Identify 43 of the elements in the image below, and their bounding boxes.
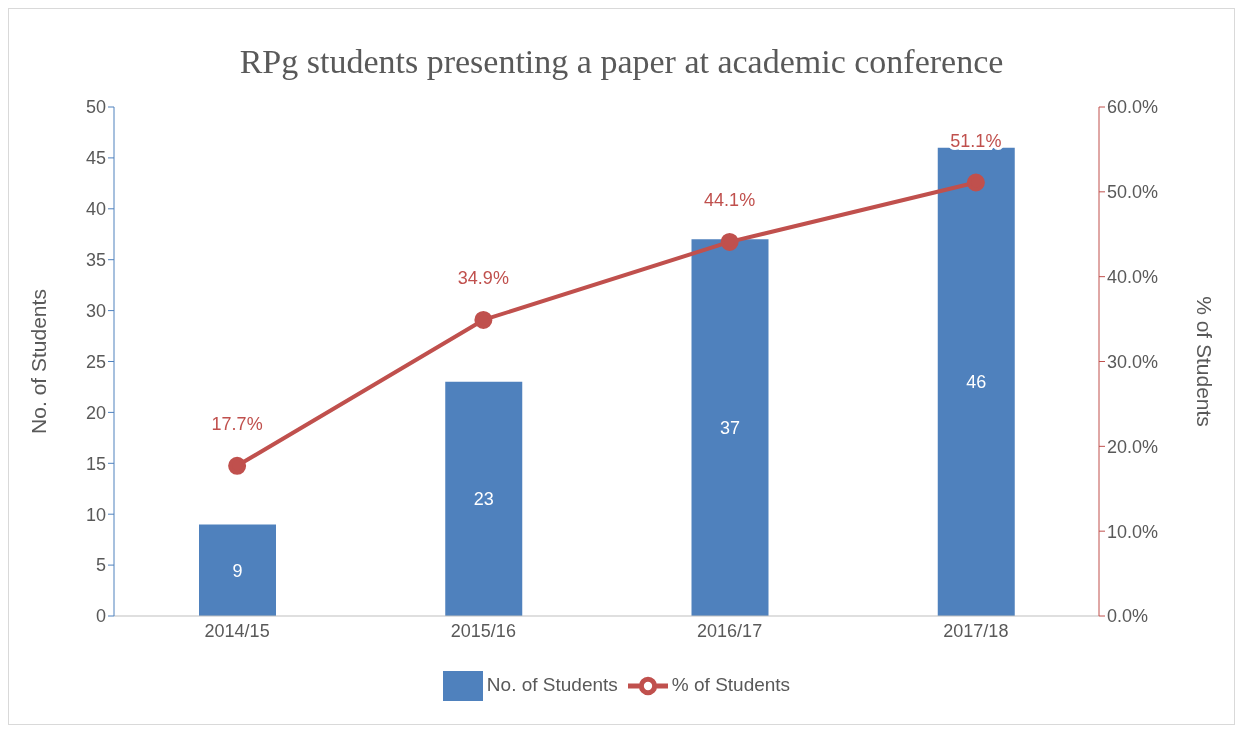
y-axis-title: No. of Students [27,289,51,434]
y2-axis-title: % of Students [1192,296,1216,427]
y-tick-label: 40 [85,199,106,220]
y2-tick-label: 60.0% [1107,97,1159,118]
y2-tick-label: 30.0% [1107,351,1159,372]
bar [691,239,769,616]
x-tick-label: 2014/15 [204,620,270,641]
data-label: 46 [966,372,987,393]
data-label: 23 [473,489,494,510]
y-tick-label: 5 [95,555,106,576]
y2-tick-label: 0.0% [1107,606,1149,627]
point [966,173,985,192]
y2-tick-label: 10.0% [1107,521,1159,542]
point [228,456,247,475]
legend-label: % of Students [671,674,791,696]
data-label: 37 [719,418,741,439]
y2-tick-label: 40.0% [1107,267,1159,288]
y-tick-label: 50 [85,97,106,118]
x-tick-label: 2015/16 [450,620,516,641]
y2-tick-label: 50.0% [1107,182,1159,203]
y-tick-label: 10 [85,504,106,525]
data-label: 17.7% [211,413,263,434]
y-tick-label: 0 [95,606,106,627]
data-label: 34.9% [457,267,509,288]
point [720,232,739,251]
bar [445,381,523,616]
data-label: 9 [232,560,243,581]
y-tick-label: 30 [85,300,106,321]
y-tick-label: 35 [85,250,106,271]
y2-tick-label: 20.0% [1107,436,1159,457]
point [474,310,493,329]
chart-title: RPg students presenting a paper at academic conference [238,43,1005,81]
y-tick-label: 15 [85,453,106,474]
x-tick-label: 2017/18 [943,620,1009,641]
y-tick-label: 25 [85,351,106,372]
bar [937,147,1015,616]
y-tick-label: 20 [85,402,106,423]
x-tick-label: 2016/17 [697,620,763,641]
data-label: 51.1% [950,130,1002,151]
legend-label: No. of Students [486,674,618,696]
y-tick-label: 45 [85,148,106,169]
data-label: 44.1% [704,189,756,210]
bar [199,524,276,616]
